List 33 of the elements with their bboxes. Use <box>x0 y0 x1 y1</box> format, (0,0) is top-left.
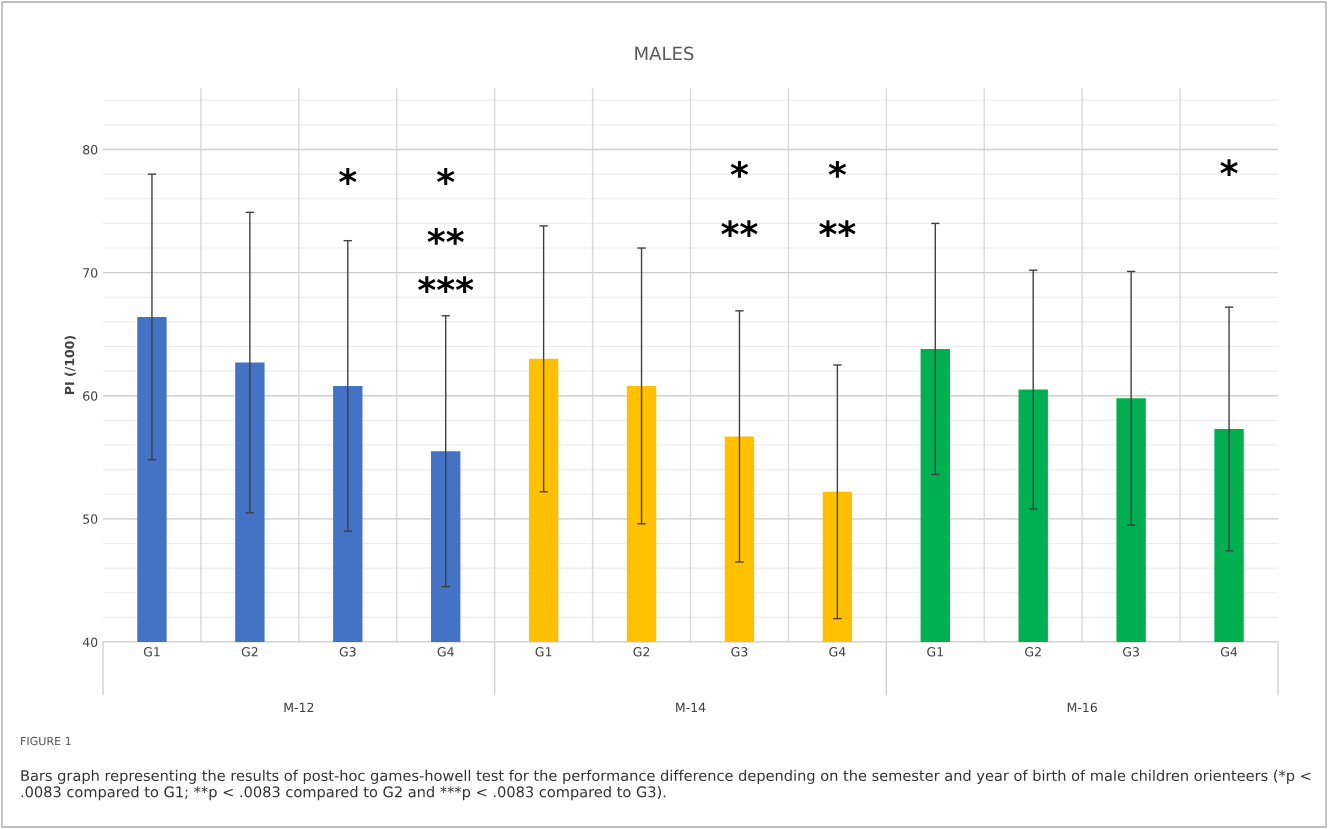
x-tick-label: G4 <box>829 647 846 657</box>
annotation: * <box>339 168 357 185</box>
annotation: * <box>1220 159 1238 177</box>
annotation: * <box>730 160 749 178</box>
x-tick-label: G1 <box>143 647 160 657</box>
annotation: *** <box>418 276 474 293</box>
x-tick-label: G3 <box>1123 647 1139 657</box>
text: M-12 <box>284 702 314 712</box>
y-tick-label: 70 <box>83 268 98 278</box>
annotation: * <box>828 160 847 178</box>
x-tick-label: G3 <box>731 647 748 657</box>
x-tick-label: G2 <box>633 647 650 657</box>
chart-title: MALES <box>635 46 694 61</box>
annotation: ** <box>819 220 856 237</box>
text: M-16 <box>1067 702 1097 713</box>
x-tick-label: G2 <box>1025 647 1041 657</box>
x-tick-label: G1 <box>535 647 552 657</box>
annotation: ** <box>721 220 758 237</box>
y-axis-title: PI (/100) <box>64 335 76 394</box>
x-tick-label: G3 <box>339 647 356 657</box>
x-tick-label: G4 <box>437 647 454 657</box>
x-tick-label: G2 <box>241 647 258 657</box>
annotation: ** <box>427 227 464 245</box>
text: Bars graph representing the results of post-hoc games-howell test for the performance difference depending on the semester and year of birth of male children orienteers (*p < .0083 compared to G1; **p < .0083 compared to G2 and ***p < .0083 compared to G3). <box>21 769 1311 801</box>
y-tick-label: 80 <box>83 145 98 155</box>
annotation: * <box>436 168 455 185</box>
x-tick-label: G1 <box>927 647 943 657</box>
caption: FIGURE 1 <box>21 736 71 746</box>
text: M-14 <box>676 702 706 712</box>
y-tick-label: 50 <box>83 514 98 524</box>
y-tick-label: 60 <box>83 391 98 401</box>
y-tick-label: 40 <box>82 637 98 647</box>
x-tick-label: G4 <box>1220 647 1238 657</box>
